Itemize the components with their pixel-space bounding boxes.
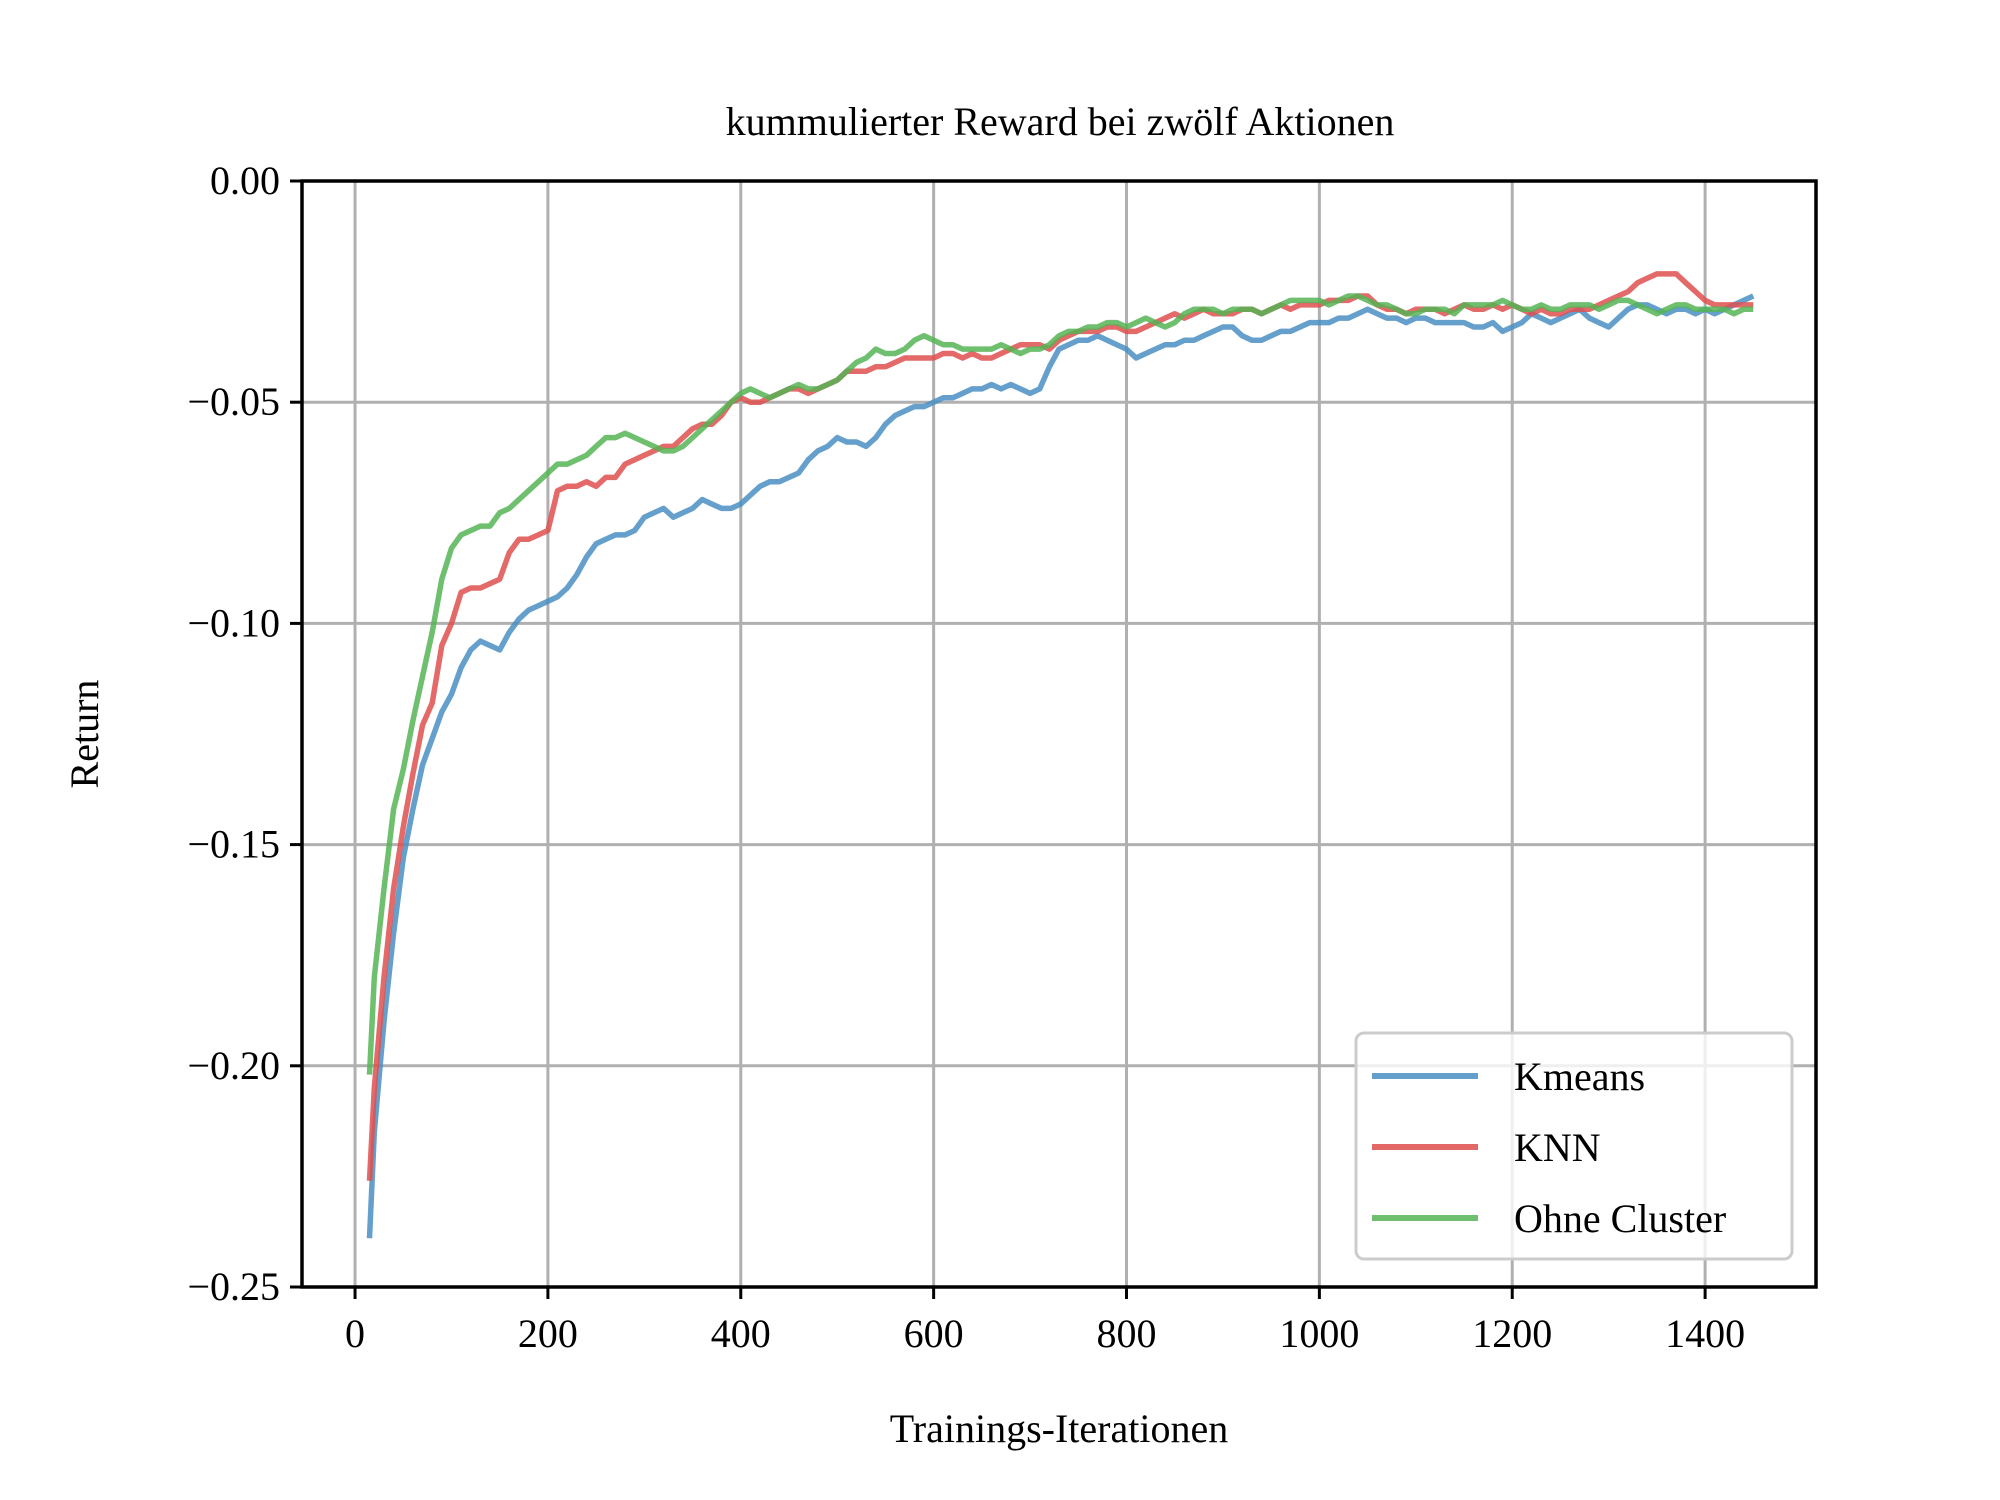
x-tick-label: 1400 <box>1665 1311 1745 1356</box>
x-tick-label: 0 <box>345 1311 365 1356</box>
legend-label-kmeans: Kmeans <box>1514 1054 1645 1099</box>
series-layer <box>366 271 1755 1239</box>
legend: Kmeans KNN Ohne Cluster <box>1354 1031 1794 1261</box>
y-tick-label: −0.15 <box>187 822 280 867</box>
legend-box <box>1354 1031 1794 1261</box>
x-axis-ticks: 0 200 400 600 800 1000 1200 1400 <box>345 1287 1745 1356</box>
x-tick-label: 1200 <box>1472 1311 1552 1356</box>
y-axis-ticks: 0.00 −0.05 −0.10 −0.15 −0.20 −0.25 <box>187 158 302 1309</box>
y-tick-label: 0.00 <box>210 158 280 203</box>
x-tick-label: 800 <box>1097 1311 1157 1356</box>
plot-frame <box>300 179 1818 1289</box>
legend-label-ohne-cluster: Ohne Cluster <box>1514 1196 1726 1241</box>
y-tick-label: −0.20 <box>187 1043 280 1088</box>
chart-title: kummulierter Reward bei zwölf Aktionen <box>726 99 1395 144</box>
y-tick-label: −0.10 <box>187 600 280 645</box>
x-tick-label: 1000 <box>1279 1311 1359 1356</box>
y-tick-label: −0.05 <box>187 379 280 424</box>
series-line-ohne-cluster <box>366 293 1754 1075</box>
x-tick-label: 400 <box>711 1311 771 1356</box>
x-tick-label: 200 <box>518 1311 578 1356</box>
x-axis-label: Trainings-Iterationen <box>890 1406 1228 1451</box>
series-line-kmeans <box>366 293 1755 1239</box>
x-tick-label: 600 <box>904 1311 964 1356</box>
y-axis-label: Return <box>62 680 107 789</box>
legend-label-knn: KNN <box>1514 1125 1601 1170</box>
y-tick-label: −0.25 <box>187 1264 280 1309</box>
